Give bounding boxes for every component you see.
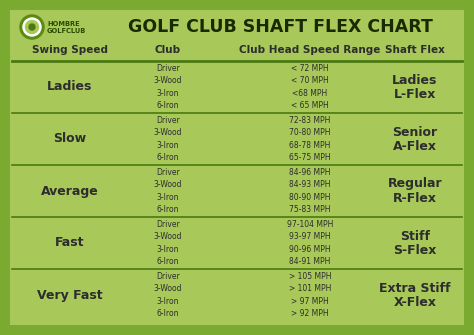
Text: > 105 MPH: > 105 MPH [289, 272, 331, 281]
Text: Club Head Speed Range: Club Head Speed Range [239, 45, 381, 55]
Text: HOMBRE: HOMBRE [47, 20, 80, 26]
Text: Ladies: Ladies [392, 73, 438, 86]
Text: 68-78 MPH: 68-78 MPH [289, 141, 331, 150]
Text: X-Flex: X-Flex [393, 296, 437, 310]
Text: GOLF CLUB SHAFT FLEX CHART: GOLF CLUB SHAFT FLEX CHART [128, 18, 432, 36]
Text: 84-91 MPH: 84-91 MPH [289, 257, 331, 266]
Text: Regular: Regular [388, 178, 442, 191]
Text: Fast: Fast [55, 237, 85, 250]
Text: < 65 MPH: < 65 MPH [291, 101, 329, 110]
Text: 3-Iron: 3-Iron [157, 89, 179, 98]
Text: 6-Iron: 6-Iron [157, 309, 179, 318]
Text: 70-80 MPH: 70-80 MPH [289, 128, 331, 137]
Text: 6-Iron: 6-Iron [157, 101, 179, 110]
Text: Stiff: Stiff [400, 229, 430, 243]
Text: 3-Wood: 3-Wood [154, 76, 182, 85]
Text: 84-93 MPH: 84-93 MPH [289, 180, 331, 189]
Text: A-Flex: A-Flex [393, 140, 437, 153]
Text: Slow: Slow [54, 133, 87, 145]
Text: Swing Speed: Swing Speed [32, 45, 108, 55]
Text: 80-90 MPH: 80-90 MPH [289, 193, 331, 202]
Text: 93-97 MPH: 93-97 MPH [289, 232, 331, 241]
Text: 90-96 MPH: 90-96 MPH [289, 245, 331, 254]
Text: 3-Iron: 3-Iron [157, 297, 179, 306]
Text: 6-Iron: 6-Iron [157, 153, 179, 162]
Text: > 101 MPH: > 101 MPH [289, 284, 331, 293]
Text: 3-Iron: 3-Iron [157, 141, 179, 150]
Text: GOLFCLUB: GOLFCLUB [47, 28, 86, 34]
Text: 84-96 MPH: 84-96 MPH [289, 168, 331, 177]
Text: 3-Iron: 3-Iron [157, 245, 179, 254]
Text: L-Flex: L-Flex [394, 88, 436, 102]
Text: Driver: Driver [156, 64, 180, 73]
Text: Average: Average [41, 185, 99, 198]
Text: Club: Club [155, 45, 181, 55]
Text: 97-104 MPH: 97-104 MPH [287, 220, 333, 229]
Text: Extra Stiff: Extra Stiff [379, 281, 451, 294]
Circle shape [26, 20, 38, 34]
Text: S-Flex: S-Flex [393, 245, 437, 258]
Text: 72-83 MPH: 72-83 MPH [289, 116, 331, 125]
Text: Driver: Driver [156, 220, 180, 229]
FancyBboxPatch shape [10, 10, 464, 325]
Text: Shaft Flex: Shaft Flex [385, 45, 445, 55]
Text: Driver: Driver [156, 272, 180, 281]
Text: < 70 MPH: < 70 MPH [291, 76, 329, 85]
Circle shape [21, 16, 43, 38]
Text: < 72 MPH: < 72 MPH [291, 64, 329, 73]
Text: R-Flex: R-Flex [393, 193, 437, 205]
Circle shape [29, 24, 35, 30]
Circle shape [23, 18, 41, 36]
Text: 65-75 MPH: 65-75 MPH [289, 153, 331, 162]
Text: 3-Wood: 3-Wood [154, 232, 182, 241]
Text: Driver: Driver [156, 116, 180, 125]
Text: 3-Iron: 3-Iron [157, 193, 179, 202]
Text: Very Fast: Very Fast [37, 288, 103, 302]
Text: Ladies: Ladies [47, 80, 93, 93]
Text: Senior: Senior [392, 126, 438, 138]
Text: Driver: Driver [156, 168, 180, 177]
Text: 3-Wood: 3-Wood [154, 180, 182, 189]
Text: 3-Wood: 3-Wood [154, 128, 182, 137]
Text: 6-Iron: 6-Iron [157, 257, 179, 266]
Text: 75-83 MPH: 75-83 MPH [289, 205, 331, 214]
Text: <68 MPH: <68 MPH [292, 89, 328, 98]
Text: 6-Iron: 6-Iron [157, 205, 179, 214]
Text: > 92 MPH: > 92 MPH [291, 309, 329, 318]
Text: 3-Wood: 3-Wood [154, 284, 182, 293]
Text: > 97 MPH: > 97 MPH [291, 297, 329, 306]
